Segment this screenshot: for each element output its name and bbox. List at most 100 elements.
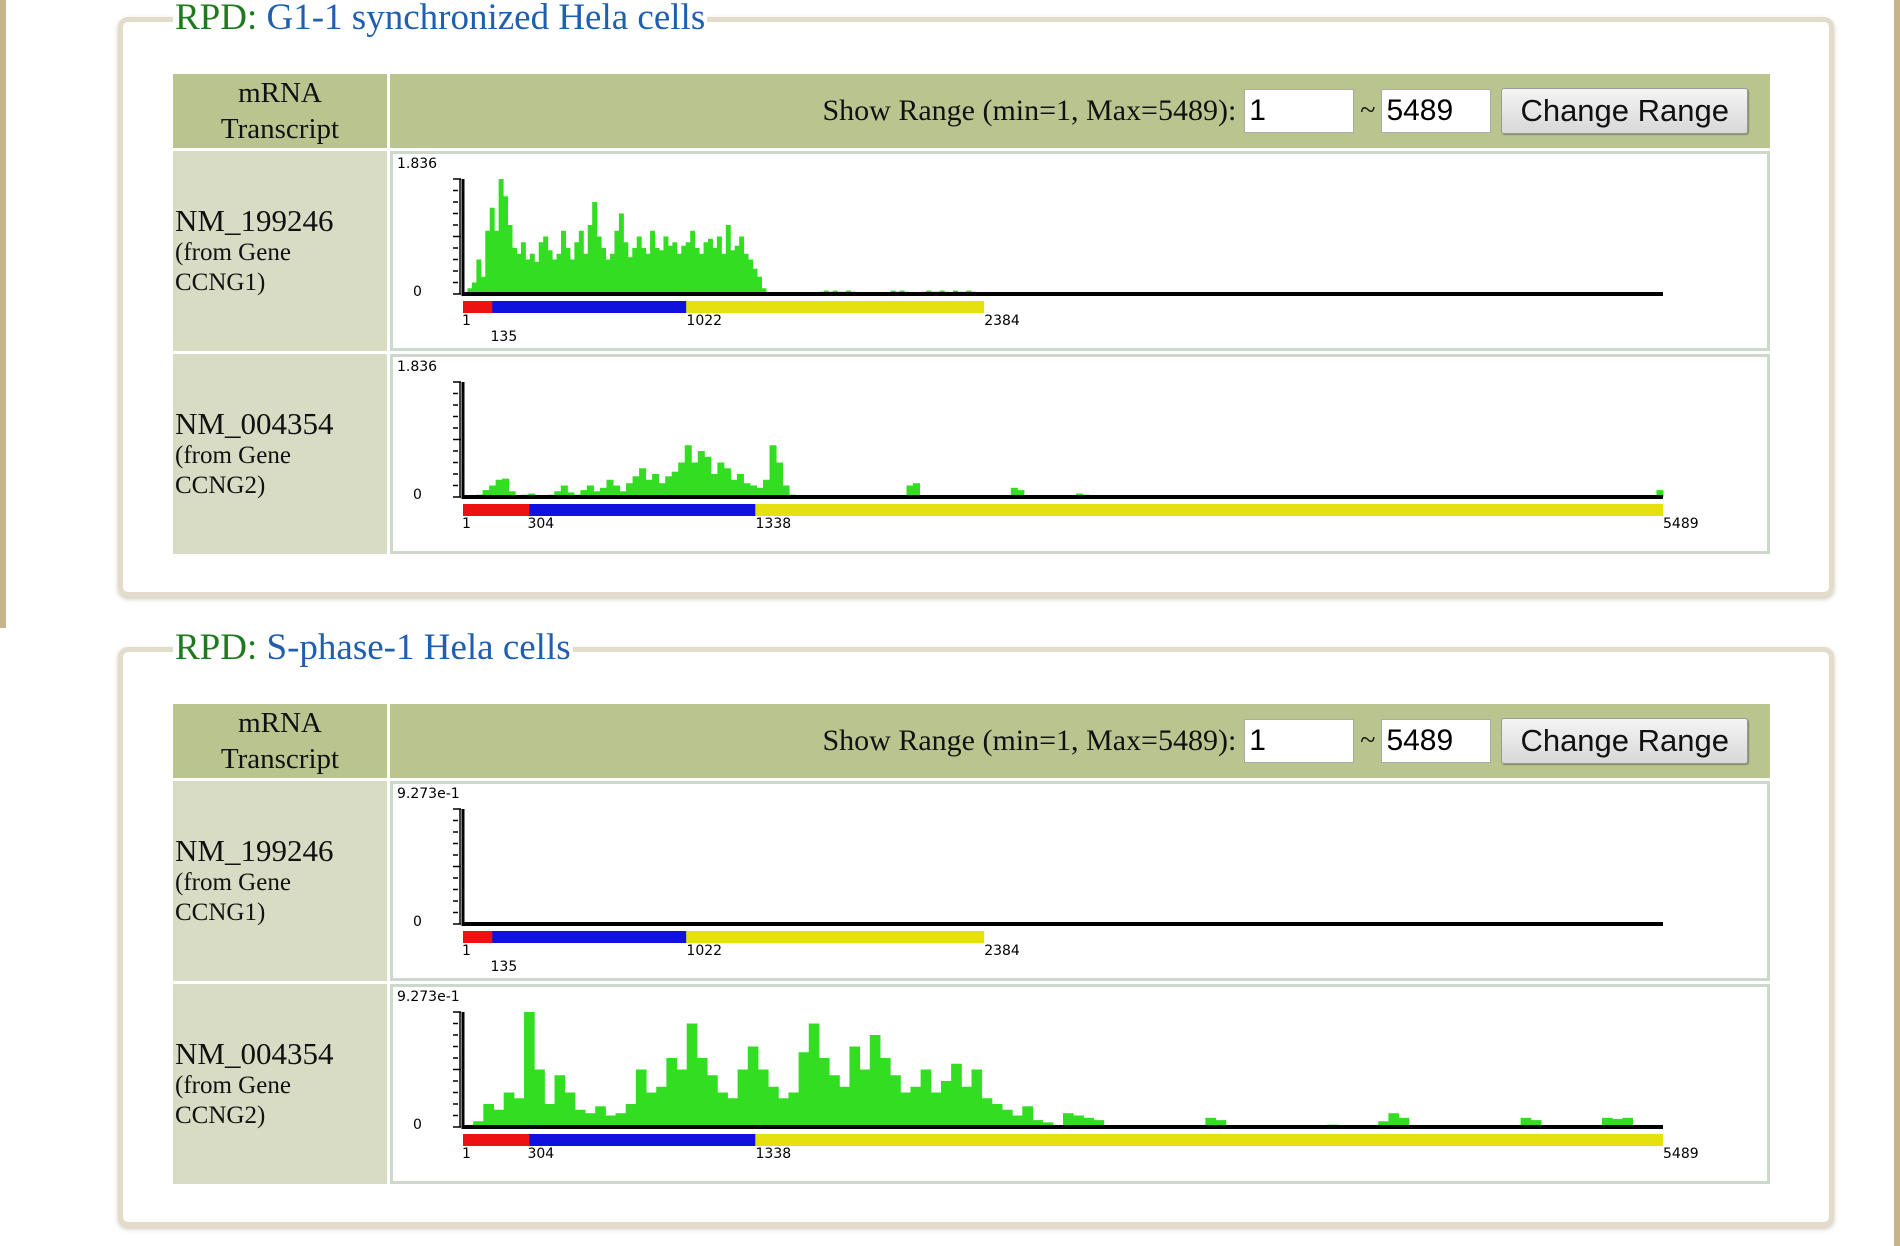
transcript-region-1 <box>492 301 687 313</box>
coverage-bar <box>710 474 718 497</box>
coverage-bar <box>743 483 751 497</box>
range-min-input[interactable] <box>1244 719 1355 763</box>
coverage-bar <box>544 1104 556 1127</box>
page-edge-right <box>1894 0 1900 1246</box>
range-controls: Show Range (min=1, Max=5489): ~ Change R… <box>390 704 1770 778</box>
coverage-bar <box>580 490 588 497</box>
coverage-bar <box>502 478 510 497</box>
coverage-bar <box>930 1092 942 1127</box>
coverage-bar <box>776 462 784 497</box>
coverage-bar <box>538 242 544 294</box>
coverage-bar <box>614 230 620 294</box>
change-range-button[interactable]: Change Range <box>1501 88 1748 134</box>
header-transcript: mRNA Transcript <box>173 74 387 148</box>
transcript-region-2 <box>755 1134 1663 1146</box>
coverage-bar <box>1083 1117 1095 1127</box>
y-min-label: 0 <box>413 1117 422 1133</box>
coverage-plot: 9.273e-1 0 1 135 1022 2384 <box>390 781 1770 981</box>
coverage-chart: 1.836 0 1 304 1338 5489 <box>397 359 1699 532</box>
coverage-bar <box>585 1113 596 1127</box>
coverage-bar <box>727 1098 739 1127</box>
coverage-bar <box>646 1092 657 1127</box>
coverage-bar <box>493 1109 505 1127</box>
range-min-input[interactable] <box>1244 89 1355 133</box>
y-max-label: 1.836 <box>397 359 437 375</box>
coverage-bar <box>910 1086 922 1127</box>
coverage-bar <box>565 248 571 294</box>
coverage-bar <box>818 1058 830 1127</box>
range-separator: ~ <box>1360 725 1376 756</box>
coverage-bar <box>737 1069 749 1127</box>
coverage-bar <box>749 485 757 497</box>
table-row: NM_199246 (from Gene CCNG1) 9.273e-1 0 1 13… <box>173 781 1770 981</box>
range-max-input[interactable] <box>1381 719 1492 763</box>
y-max-label: 9.273e-1 <box>397 989 460 1005</box>
coverage-bar <box>516 253 522 294</box>
coverage-bar <box>849 1046 861 1127</box>
coverage-bar <box>503 1092 515 1127</box>
coverage-bar <box>1530 1120 1542 1127</box>
coverage-bar <box>708 238 713 294</box>
position-label: 1338 <box>756 516 792 532</box>
experiment-panel: RPD: G1-1 synchronized Hela cells mRNA T… <box>118 0 1834 597</box>
coverage-bar <box>712 248 718 294</box>
coverage-bar <box>743 253 749 294</box>
coverage-bar <box>757 276 762 294</box>
coverage-bar <box>763 479 771 497</box>
coverage-bar <box>586 485 594 497</box>
coverage-bar <box>676 1069 688 1127</box>
coverage-bar <box>578 230 584 294</box>
coverage-bar <box>574 242 580 294</box>
coverage-bar <box>480 276 486 294</box>
coverage-bar <box>508 491 516 497</box>
transcript-region-2 <box>686 931 985 943</box>
coverage-bar <box>636 236 642 294</box>
coverage-plot: 9.273e-1 0 1 304 1338 5489 <box>390 984 1770 1184</box>
coverage-bar <box>656 1086 667 1127</box>
experiment-panel: RPD: S-phase-1 Hela cells mRNA Transcrip… <box>118 628 1834 1227</box>
coverage-bar <box>676 253 682 294</box>
change-range-button[interactable]: Change Range <box>1501 718 1748 764</box>
transcript-region-0 <box>463 301 493 313</box>
coverage-bar <box>717 1092 728 1127</box>
position-label: 1338 <box>756 1146 792 1162</box>
gene-name: (from Gene CCNG1) <box>175 239 291 296</box>
coverage-bar <box>906 485 914 497</box>
coverage-bar <box>583 253 589 294</box>
coverage-bar <box>639 468 647 497</box>
coverage-bar <box>697 451 705 497</box>
coverage-bar <box>574 1109 586 1127</box>
range-max-input[interactable] <box>1381 89 1492 133</box>
coverage-bar <box>552 259 558 294</box>
coverage-bar <box>829 1075 840 1127</box>
coverage-chart: 1.836 0 1 135 1022 2384 <box>397 156 1663 345</box>
coverage-bar <box>1093 1120 1105 1127</box>
coverage-bar <box>659 250 664 294</box>
coverage-bar <box>736 474 744 497</box>
transcript-cell: NM_199246 (from Gene CCNG1) <box>173 781 387 981</box>
coverage-bar <box>686 1023 698 1127</box>
panel-title: RPD: S-phase-1 Hela cells <box>173 628 573 668</box>
coverage-bar <box>489 485 497 497</box>
coverage-bar <box>1398 1117 1410 1127</box>
y-min-label: 0 <box>413 914 422 930</box>
transcript-id: NM_199246 <box>175 203 334 238</box>
transcript-region-0 <box>463 931 493 943</box>
coverage-bar <box>595 1106 606 1127</box>
coverage-bar <box>667 245 673 294</box>
coverage-bar <box>730 250 736 294</box>
coverage-bar <box>1063 1113 1074 1127</box>
y-min-label: 0 <box>413 487 422 503</box>
coverage-bar <box>769 445 777 497</box>
coverage-bar <box>601 248 607 294</box>
coverage-bar <box>721 253 727 294</box>
transcript-id: NM_004354 <box>175 406 334 441</box>
coverage-bar <box>747 1046 759 1127</box>
header-label-line1: mRNA <box>238 707 322 739</box>
transcript-region-1 <box>529 1134 756 1146</box>
coverage-plot: 1.836 0 1 135 1022 2384 <box>390 151 1770 351</box>
coverage-bar <box>476 259 482 294</box>
coverage-bar <box>961 1086 972 1127</box>
coverage-bar <box>610 253 615 294</box>
coverage-bar <box>615 1113 627 1127</box>
